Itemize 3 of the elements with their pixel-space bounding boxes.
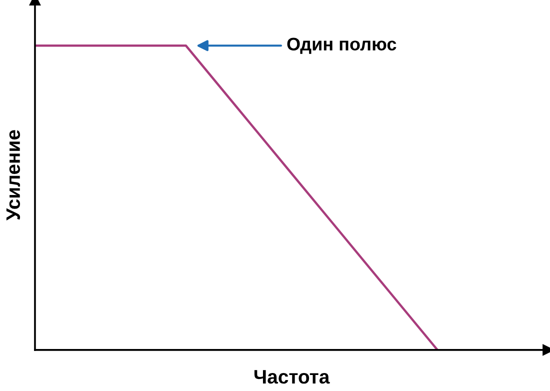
y-axis-title: Усиление bbox=[6, 130, 20, 220]
annotation: Один полюс bbox=[287, 38, 396, 54]
x-axis-title: Частота bbox=[254, 370, 330, 384]
